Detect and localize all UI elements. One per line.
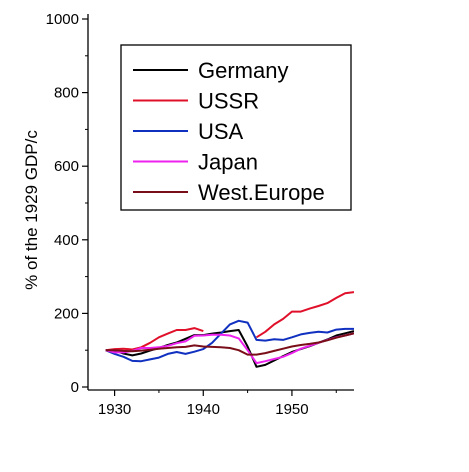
legend-label: USA (198, 119, 244, 144)
series-line-west-europe (105, 332, 354, 356)
y-axis-title: % of the 1929 GDP/c (22, 130, 41, 290)
legend-label: USSR (198, 89, 259, 114)
series-line-japan (105, 332, 354, 365)
series-line-usa (105, 319, 354, 363)
series-line-ussr (105, 327, 204, 352)
y-tick-label: 800 (54, 85, 79, 102)
legend-label: Germany (198, 58, 288, 83)
y-tick-label: 0 (71, 379, 79, 396)
legend-label: Japan (198, 150, 258, 175)
legend-box (120, 44, 352, 211)
x-tick-label: 1950 (275, 401, 308, 418)
x-tick-label: 1940 (187, 401, 220, 418)
legend: Germany USSR USA Japan West.Europe (120, 44, 352, 211)
y-axis-ticks: 0 200 400 600 800 1000 (46, 11, 88, 396)
x-tick-label: 1930 (98, 401, 131, 418)
legend-label: West.Europe (198, 180, 325, 205)
series-line-ussr (255, 291, 354, 339)
y-tick-label: 400 (54, 232, 79, 249)
x-axis-ticks: 1930 1940 1950 (98, 390, 337, 418)
series-layer (105, 291, 354, 368)
y-tick-label: 1000 (46, 11, 79, 28)
y-tick-label: 200 (54, 305, 79, 322)
y-tick-label: 600 (54, 158, 79, 175)
